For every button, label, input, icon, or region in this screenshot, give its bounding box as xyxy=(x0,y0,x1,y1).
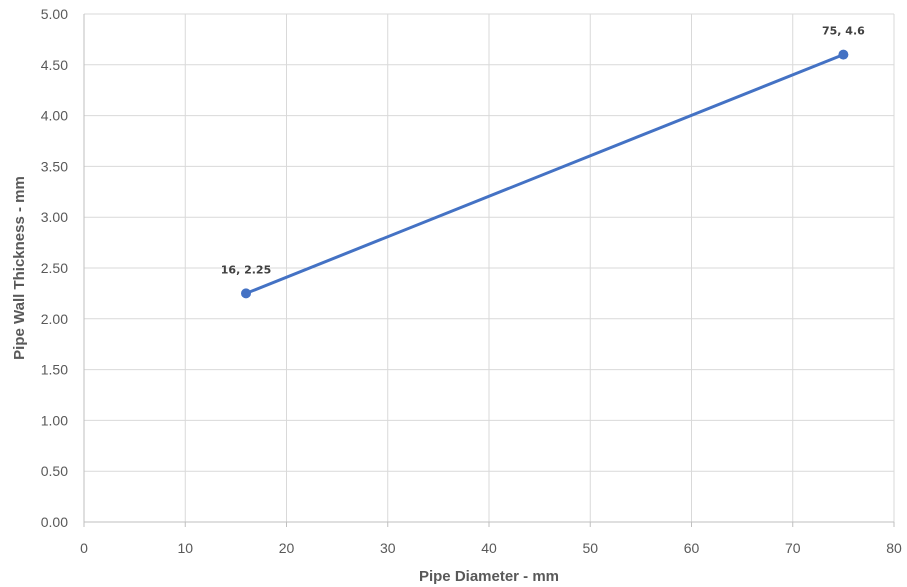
y-axis-title: Pipe Wall Thickness - mm xyxy=(11,176,28,360)
series-line xyxy=(244,53,845,295)
x-tick-label: 20 xyxy=(279,540,295,556)
axes xyxy=(83,14,895,527)
y-tick-label: 2.00 xyxy=(41,311,68,327)
x-tick-label: 80 xyxy=(886,540,902,556)
y-tick-label: 0.50 xyxy=(41,463,68,479)
data-point xyxy=(838,49,849,60)
y-tick-label: 0.00 xyxy=(41,514,68,530)
tick-labels: 0 10 20 30 40 50 60 70 80 0.00 0.50 1.00 1.50 2.00 2.5… xyxy=(41,6,902,556)
y-tick-label: 1.50 xyxy=(41,362,68,378)
series xyxy=(241,49,849,299)
x-tick-label: 70 xyxy=(785,540,801,556)
data-label: 16, 2.25 xyxy=(221,263,271,276)
x-tick-label: 50 xyxy=(582,540,598,556)
data-point xyxy=(241,288,251,299)
data-label: 75, 4.6 xyxy=(822,25,865,38)
y-tick-label: 4.50 xyxy=(41,57,68,73)
gridlines xyxy=(84,13,895,522)
x-axis-title: Pipe Diameter - mm xyxy=(419,568,559,585)
x-tick-label: 60 xyxy=(684,540,700,556)
data-labels: 16, 2.25 75, 4.6 xyxy=(221,25,865,277)
y-tick-label: 1.00 xyxy=(41,412,68,428)
y-tick-label: 2.50 xyxy=(41,260,68,276)
x-tick-label: 40 xyxy=(481,540,497,556)
x-tick-label: 30 xyxy=(380,540,396,556)
y-tick-label: 3.50 xyxy=(41,158,68,174)
x-tick-label: 0 xyxy=(80,540,88,556)
y-tick-label: 4.00 xyxy=(41,108,68,124)
y-tick-label: 5.00 xyxy=(41,6,68,22)
x-tick-label: 10 xyxy=(177,540,193,556)
y-tick-label: 3.00 xyxy=(41,209,68,225)
